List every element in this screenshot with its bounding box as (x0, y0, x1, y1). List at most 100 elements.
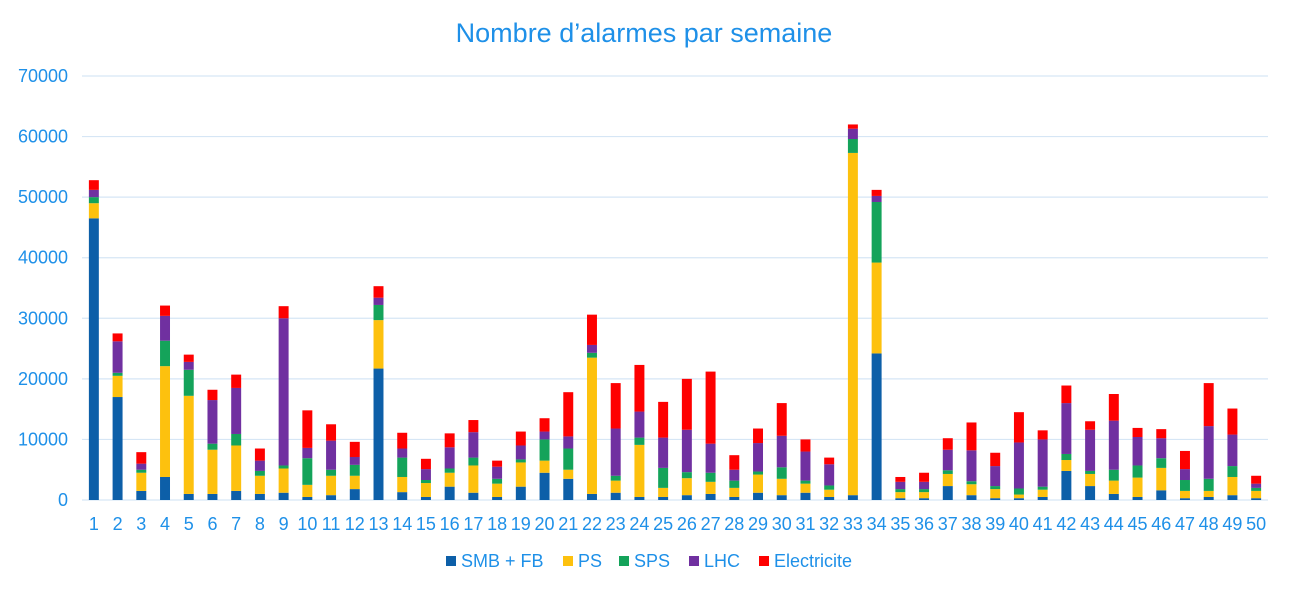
bar-segment (326, 475, 337, 496)
x-tick-label: 32 (819, 514, 839, 534)
bar-segment (1251, 490, 1262, 499)
legend-label: PS (578, 551, 602, 571)
bar-segment (966, 450, 977, 482)
bar-segment (705, 443, 716, 473)
x-tick-label: 26 (677, 514, 697, 534)
bar-segment (942, 486, 953, 500)
bar-segment (160, 305, 171, 316)
bar-segment (800, 480, 811, 484)
bar-segment (634, 437, 645, 445)
y-tick-label: 50000 (18, 187, 68, 207)
bar-segment (1037, 486, 1048, 490)
bar-segment (1179, 450, 1190, 470)
bar-segment (1085, 470, 1096, 474)
bar-segment (183, 395, 194, 494)
bar-segment (397, 432, 408, 449)
bar-segment (160, 315, 171, 341)
bar-segment (1108, 480, 1119, 494)
x-axis-ticks: 1 2 3 4 5 6 7 8 9 10 11 12 13 14 15 16 17 18 19 20 21 22 23 24 2… (89, 514, 1266, 534)
bar-segment (302, 484, 313, 497)
x-tick-label: 50 (1246, 514, 1266, 534)
bar-segment (1132, 427, 1143, 438)
bar-segment (1061, 385, 1072, 404)
x-tick-label: 43 (1080, 514, 1100, 534)
bar-segment (1061, 470, 1072, 500)
bar-segment (1227, 495, 1238, 500)
y-axis-ticks: 0 10000 20000 30000 40000 50000 60000 70000 (18, 66, 68, 510)
bar-segment (492, 496, 503, 500)
bar-segment (824, 489, 835, 497)
bar-segment (658, 487, 669, 497)
x-tick-label: 21 (558, 514, 578, 534)
bar-segment (563, 469, 574, 479)
bar-segment (776, 478, 787, 496)
bar-segment (563, 478, 574, 500)
bar-segment (776, 435, 787, 468)
bar-segment (658, 401, 669, 438)
x-tick-label: 46 (1151, 514, 1171, 534)
bar-segment (1013, 488, 1024, 495)
bar-segment (1227, 466, 1238, 477)
bar-segment (183, 354, 194, 362)
bar-segment (753, 471, 764, 475)
bar-segment (468, 420, 479, 433)
bar-segment (373, 368, 384, 500)
bar-segment (824, 496, 835, 500)
legend-swatch (563, 556, 573, 566)
bar-segment (373, 286, 384, 298)
bar-segment (207, 389, 218, 401)
bar-segment (1203, 478, 1214, 491)
bar-segment (468, 432, 479, 458)
bar-segment (586, 352, 597, 358)
bar-segment (847, 124, 858, 129)
bar-segment (420, 469, 431, 481)
bar-segment (420, 480, 431, 484)
bar-segment (349, 456, 360, 465)
bar-segment (112, 375, 123, 398)
bar-segment (729, 480, 740, 488)
bar-segment (515, 486, 526, 500)
bar-segment (1013, 442, 1024, 489)
x-tick-label: 37 (938, 514, 958, 534)
bar-segment (776, 403, 787, 436)
bar-segment (444, 447, 455, 469)
y-tick-label: 20000 (18, 369, 68, 389)
bar-segment (397, 492, 408, 500)
bar-segment (586, 314, 597, 345)
bar-segment (492, 483, 503, 497)
bar-segment (990, 452, 1001, 467)
x-tick-label: 7 (231, 514, 241, 534)
y-tick-label: 40000 (18, 248, 68, 268)
bar-segment (729, 487, 740, 497)
bar-segment (753, 492, 764, 500)
bar-segment (753, 474, 764, 493)
bar-segment (1203, 490, 1214, 497)
bar-segment (610, 480, 621, 493)
bar-segment (1132, 496, 1143, 500)
x-tick-label: 3 (136, 514, 146, 534)
bar-segment (919, 481, 930, 490)
bar-segment (1227, 408, 1238, 435)
bar-segment (1037, 430, 1048, 440)
bar-segment (586, 357, 597, 494)
bar-segment (990, 498, 1001, 500)
bar-segment (539, 418, 550, 432)
bar-segment (658, 496, 669, 500)
bar-segment (966, 422, 977, 451)
bar-segment (563, 392, 574, 437)
bar-segment (136, 472, 147, 491)
bar-segment (515, 431, 526, 446)
bar-segment (231, 445, 242, 491)
bar-segment (1108, 394, 1119, 421)
bar-segment (420, 496, 431, 500)
bar-segment (1156, 458, 1167, 468)
bar-segment (420, 458, 431, 470)
bar-segment (776, 467, 787, 479)
bar-segment (966, 484, 977, 496)
bar-segment (515, 462, 526, 487)
x-tick-label: 44 (1104, 514, 1124, 534)
x-tick-label: 42 (1056, 514, 1076, 534)
bar-segment (207, 443, 218, 450)
bar-segment (160, 366, 171, 477)
bar-segment (847, 138, 858, 153)
